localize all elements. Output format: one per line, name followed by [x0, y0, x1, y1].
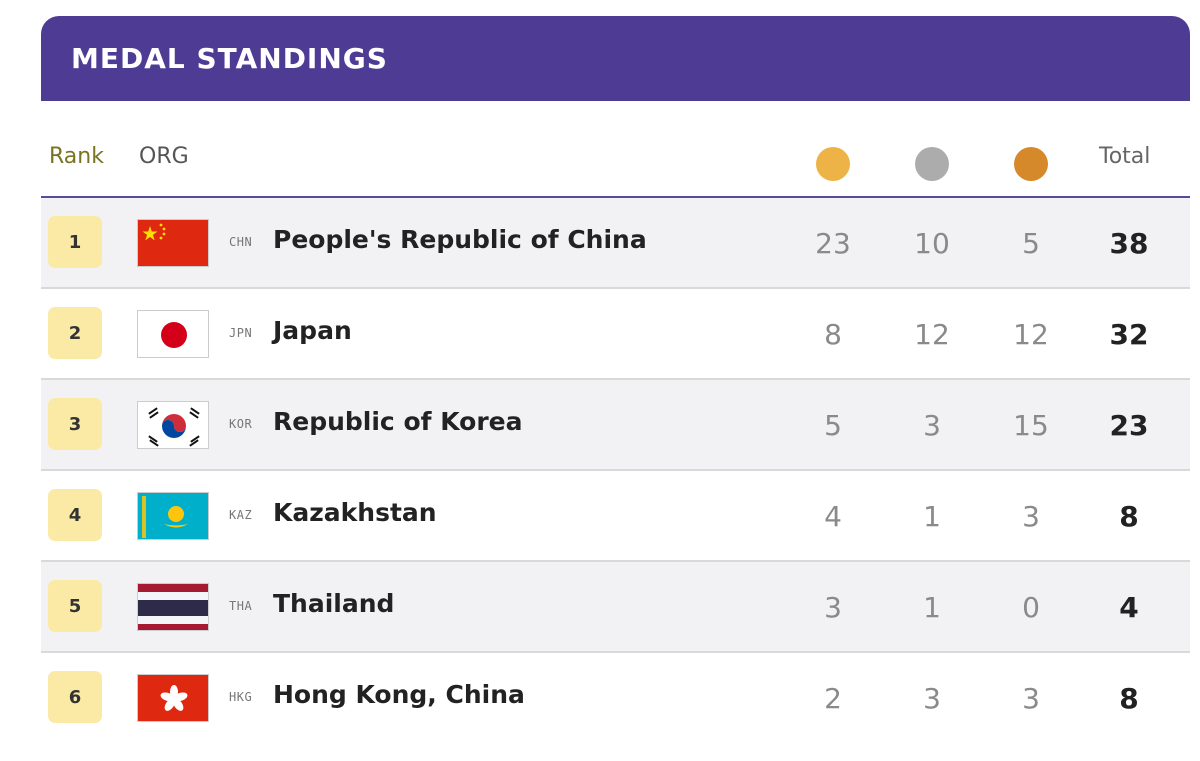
bronze-count: 12	[1013, 318, 1049, 351]
country-name[interactable]: Japan	[273, 316, 352, 345]
gold-count: 3	[824, 591, 842, 624]
silver-count: 3	[923, 409, 941, 442]
kazakhstan-flag-icon	[137, 492, 209, 540]
rank-badge: 1	[48, 216, 102, 268]
country-name[interactable]: Kazakhstan	[273, 498, 437, 527]
total-count: 38	[1109, 227, 1149, 260]
rank-badge: 6	[48, 671, 102, 723]
silver-count: 1	[923, 591, 941, 624]
silver-count: 1	[923, 500, 941, 533]
silver-count: 3	[923, 682, 941, 715]
rank-badge: 5	[48, 580, 102, 632]
table-row[interactable]: 4 KAZ Kazakhstan 4 1 3 8	[41, 471, 1190, 562]
table-row[interactable]: 1 CHN People's Republic of China 23 10 5…	[41, 198, 1190, 289]
thailand-flag-icon	[137, 583, 209, 631]
total-count: 32	[1109, 318, 1149, 351]
gold-count: 2	[824, 682, 842, 715]
silver-medal-icon	[915, 147, 949, 181]
rank-badge: 4	[48, 489, 102, 541]
panel-title: MEDAL STANDINGS	[71, 42, 388, 75]
table-row[interactable]: 5 THA Thailand 3 1 0 4	[41, 562, 1190, 653]
hong-kong-flag-icon	[137, 674, 209, 722]
gold-medal-icon	[816, 147, 850, 181]
rank-badge: 3	[48, 398, 102, 450]
total-column-header: Total	[1099, 144, 1151, 169]
country-code: CHN	[229, 235, 253, 249]
china-flag-icon	[137, 219, 209, 267]
country-name[interactable]: People's Republic of China	[273, 225, 647, 254]
country-code: JPN	[229, 326, 253, 340]
org-column-header: ORG	[139, 144, 189, 169]
country-code: KOR	[229, 417, 253, 431]
total-count: 4	[1119, 591, 1139, 624]
table-row[interactable]: 2 JPN Japan 8 12 12 32	[41, 289, 1190, 380]
bronze-count: 0	[1022, 591, 1040, 624]
silver-count: 12	[914, 318, 950, 351]
gold-count: 4	[824, 500, 842, 533]
gold-count: 5	[824, 409, 842, 442]
bronze-count: 15	[1013, 409, 1049, 442]
total-count: 8	[1119, 500, 1139, 533]
total-count: 23	[1109, 409, 1149, 442]
gold-count: 23	[815, 227, 851, 260]
total-count: 8	[1119, 682, 1139, 715]
korea-flag-icon	[137, 401, 209, 449]
table-header: Rank ORG Total	[41, 101, 1190, 198]
bronze-count: 3	[1022, 500, 1040, 533]
bronze-medal-icon	[1014, 147, 1048, 181]
gold-count: 8	[824, 318, 842, 351]
country-name[interactable]: Thailand	[273, 589, 395, 618]
panel-header: MEDAL STANDINGS	[41, 16, 1190, 101]
table-row[interactable]: 6 HKG Hong Kong, China 2 3 3 8	[41, 653, 1190, 742]
country-name[interactable]: Hong Kong, China	[273, 680, 525, 709]
japan-flag-icon	[137, 310, 209, 358]
country-code: KAZ	[229, 508, 253, 522]
country-code: HKG	[229, 690, 253, 704]
silver-count: 10	[914, 227, 950, 260]
rank-badge: 2	[48, 307, 102, 359]
country-code: THA	[229, 599, 253, 613]
bronze-count: 5	[1022, 227, 1040, 260]
country-name[interactable]: Republic of Korea	[273, 407, 523, 436]
medal-standings-panel: MEDAL STANDINGS Rank ORG Total 1 CHN Peo…	[41, 16, 1190, 742]
table-row[interactable]: 3 KOR Republic of Korea 5 3	[41, 380, 1190, 471]
bronze-count: 3	[1022, 682, 1040, 715]
rank-column-header: Rank	[49, 144, 104, 169]
